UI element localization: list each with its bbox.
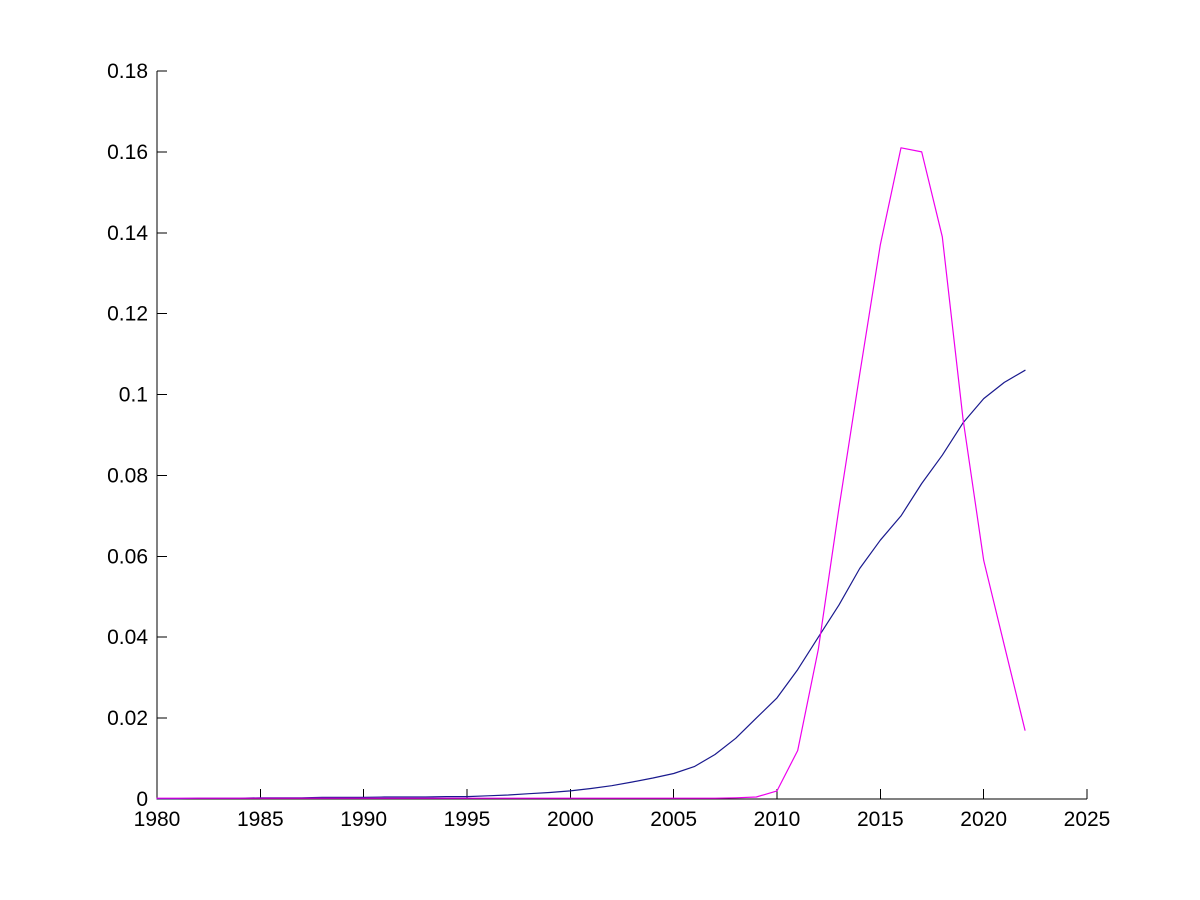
x-tick-label: 1995 <box>444 808 491 831</box>
x-tick-label: 1990 <box>340 808 387 831</box>
x-tick-label: 2015 <box>857 808 904 831</box>
series-layer <box>156 147 1026 800</box>
y-tick-label: 0.08 <box>107 464 148 487</box>
y-tick-label: 0.06 <box>107 545 148 568</box>
y-tick-label: 0.04 <box>107 626 148 649</box>
x-tick-label: 2010 <box>754 808 801 831</box>
x-tick-label: 1985 <box>237 808 284 831</box>
y-tick-label: 0.14 <box>107 222 148 245</box>
y-tick-label: 0 <box>136 788 148 811</box>
x-tick-label: 1980 <box>134 808 181 831</box>
x-tick-label: 2020 <box>960 808 1007 831</box>
x-tick-label: 2000 <box>547 808 594 831</box>
tick-label-layer: 1980 1985 1990 1995 2000 2005 2010 2015 2020 2025… <box>107 60 1110 831</box>
y-tick-label: 0.02 <box>107 707 148 730</box>
axes-layer <box>156 70 1088 800</box>
series-line-smooth-sigmoid-curve <box>156 369 1026 800</box>
series-line-peaked-curve <box>156 147 1026 799</box>
x-tick-label: 2025 <box>1064 808 1111 831</box>
y-tick-label: 0.1 <box>119 384 148 407</box>
x-tick-label: 2005 <box>650 808 697 831</box>
y-tick-label: 0.16 <box>107 141 148 164</box>
y-tick-label: 0.12 <box>107 303 148 326</box>
axis-spine <box>156 71 1087 800</box>
y-tick-label: 0.18 <box>107 60 148 83</box>
